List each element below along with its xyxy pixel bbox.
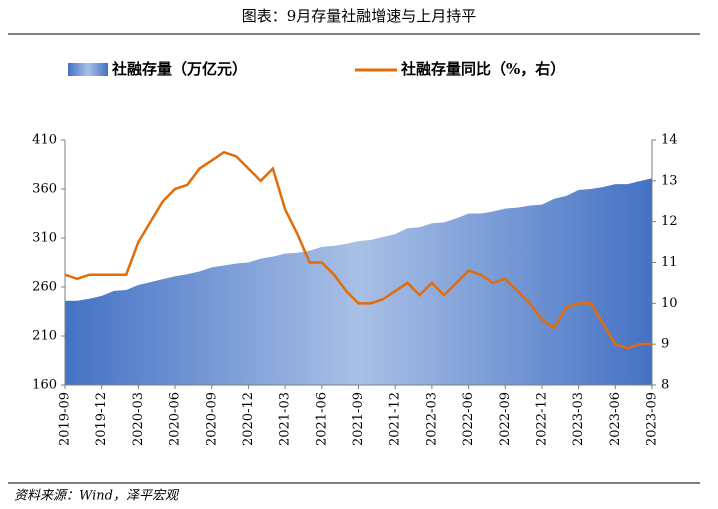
- x-tick-label: 2022-12: [534, 392, 549, 446]
- x-tick-label: 2020-09: [204, 392, 219, 446]
- x-tick-label: 2019-12: [94, 392, 109, 446]
- x-tick-label: 2023-09: [645, 392, 660, 446]
- y-tick-label: 260: [32, 280, 57, 295]
- x-tick-label: 2020-12: [241, 392, 256, 446]
- y-tick-label: 160: [32, 378, 57, 393]
- x-tick-label: 2022-09: [498, 392, 513, 446]
- chart-title: 图表：9月存量社融增速与上月持平: [242, 7, 477, 25]
- y2-tick-label: 12: [661, 214, 678, 229]
- legend-label: 社融存量同比（%，右）: [400, 60, 565, 78]
- x-tick-label: 2022-06: [461, 392, 476, 446]
- x-tick-label: 2021-12: [388, 392, 403, 446]
- area: [65, 178, 652, 385]
- legend-swatch: [68, 63, 108, 76]
- y-tick-label: 410: [32, 133, 57, 148]
- x-tick-label: 2023-06: [608, 392, 623, 446]
- x-tick-label: 2020-06: [168, 392, 183, 446]
- x-tick-label: 2019-09: [58, 392, 73, 446]
- x-tick-label: 2022-03: [424, 392, 439, 446]
- x-tick-label: 2021-09: [351, 392, 366, 446]
- y-tick-label: 210: [32, 329, 57, 344]
- y2-tick-label: 8: [661, 378, 669, 393]
- x-tick-label: 2020-03: [131, 392, 146, 446]
- y2-tick-label: 10: [661, 296, 678, 311]
- y2-tick-label: 11: [661, 255, 678, 270]
- y2-tick-label: 9: [661, 337, 669, 352]
- x-tick-label: 2021-06: [314, 392, 329, 446]
- line: [64, 150, 652, 350]
- y2-tick-label: 13: [661, 173, 678, 188]
- x-tick-label: 2021-03: [278, 392, 293, 446]
- y-tick-label: 310: [32, 231, 57, 246]
- legend-label: 社融存量（万亿元）: [111, 60, 247, 78]
- y-tick-label: 360: [32, 182, 57, 197]
- source: 资料来源：Wind，泽平宏观: [14, 488, 180, 504]
- y2-tick-label: 14: [661, 133, 678, 148]
- x-tick-label: 2023-03: [571, 392, 586, 446]
